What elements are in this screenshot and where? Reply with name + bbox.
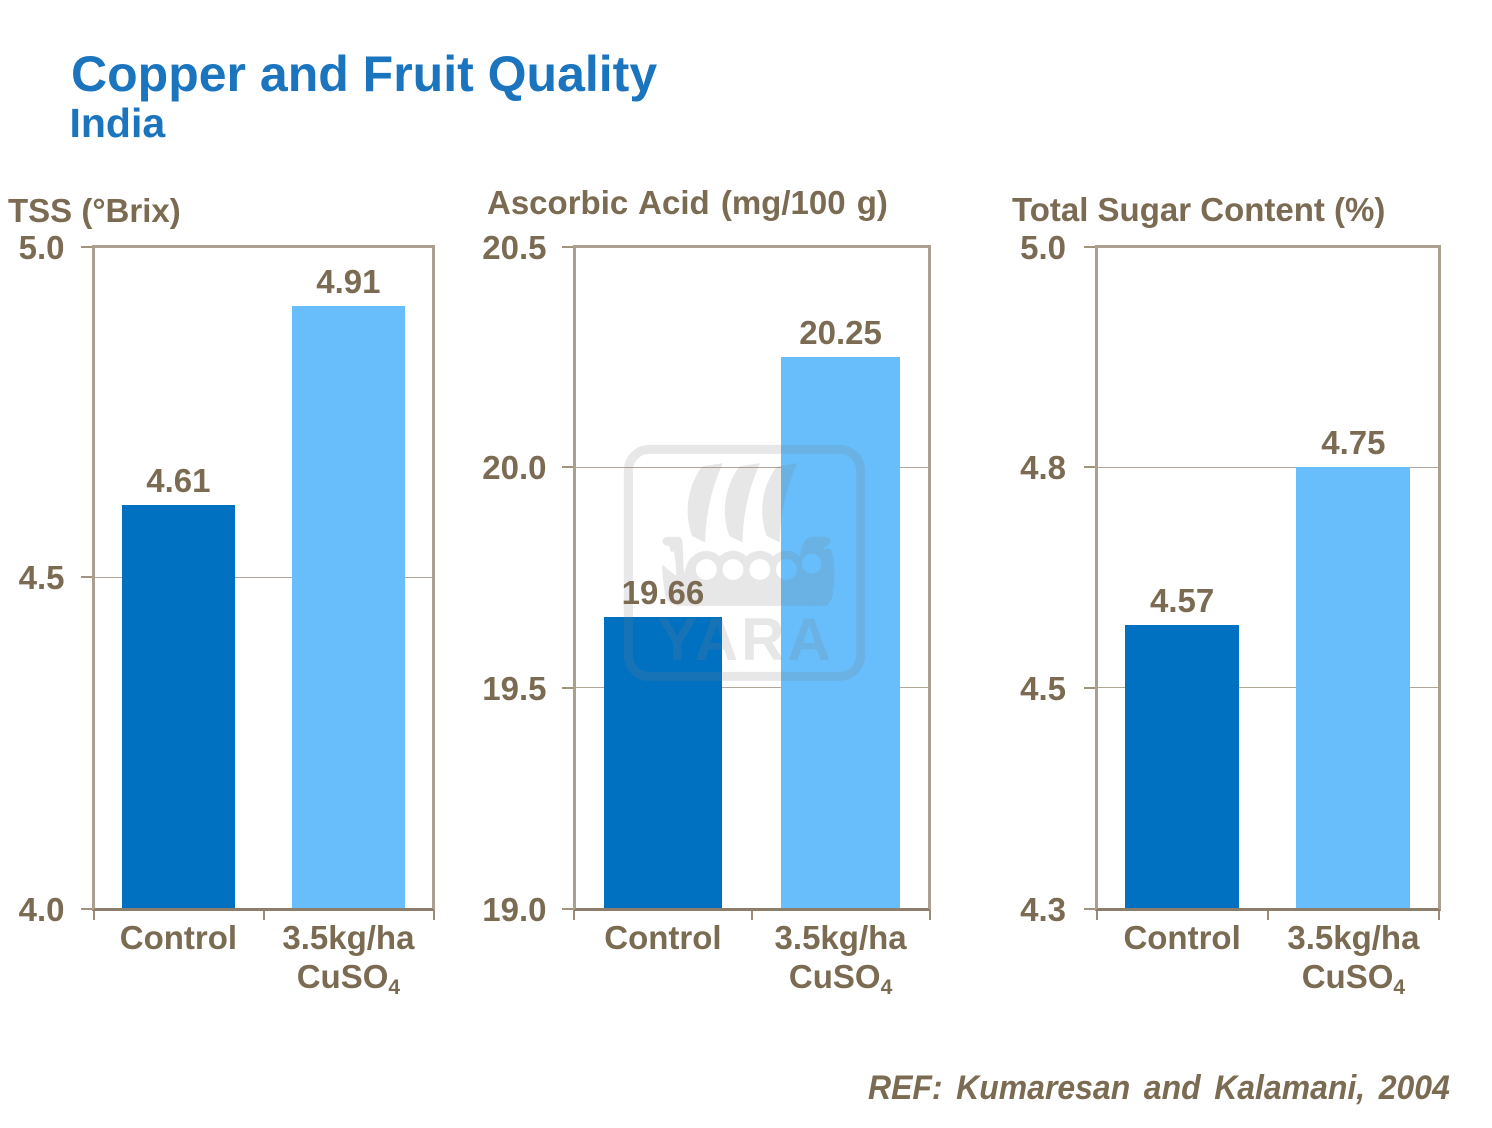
svg-text:YARA: YARA [657, 606, 834, 673]
